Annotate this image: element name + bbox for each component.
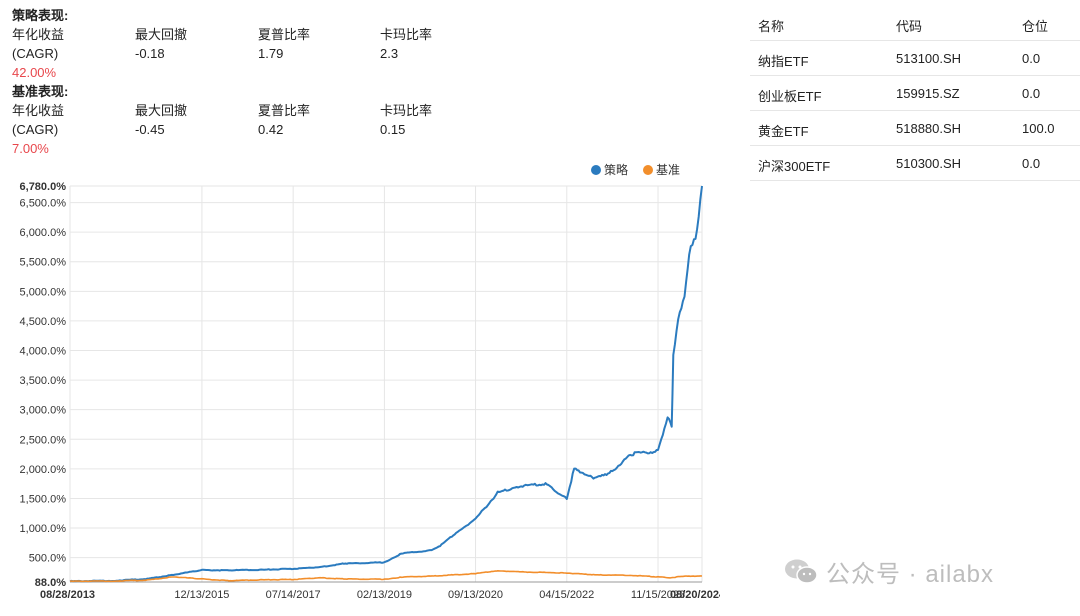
y-tick-label: 3,500.0% xyxy=(20,375,67,387)
grid-layer xyxy=(69,185,703,583)
strategy-calmar-value: 2.3 xyxy=(380,46,399,61)
strategy-drawdown-label: 最大回撤 xyxy=(135,27,188,42)
legend-benchmark-marker xyxy=(643,165,653,175)
holding-name: 沪深300ETF xyxy=(758,159,831,174)
legend-strategy-label: 策略 xyxy=(604,162,628,177)
holdings-header-position: 仓位 xyxy=(1022,19,1049,34)
holdings-header-row: 名称 代码 仓位 xyxy=(750,6,1080,41)
holding-name: 纳指ETF xyxy=(758,54,809,69)
holding-name: 创业板ETF xyxy=(758,89,822,104)
holding-code: 159915.SZ xyxy=(896,86,960,101)
holdings-table: 名称 代码 仓位 纳指ETF 513100.SH 0.0 创业板ETF 1599… xyxy=(750,6,1080,181)
x-tick-label: 08/20/2024 xyxy=(670,589,720,601)
benchmark-calmar-label: 卡玛比率 xyxy=(380,103,433,118)
x-tick-label: 04/15/2022 xyxy=(539,589,594,601)
y-tick-label: 2,500.0% xyxy=(20,434,67,446)
holding-code: 518880.SH xyxy=(896,121,962,136)
y-tick-label: 3,000.0% xyxy=(20,405,67,417)
holding-position: 0.0 xyxy=(1022,156,1041,171)
table-row: 沪深300ETF 510300.SH 0.0 xyxy=(750,146,1080,181)
x-tick-label: 07/14/2017 xyxy=(266,589,321,601)
chart-legend: 策略 基准 xyxy=(591,162,680,177)
y-tick-label: 4,500.0% xyxy=(20,316,67,328)
strategy-labels-row: 年化收益 最大回撤 夏普比率 卡玛比率 xyxy=(12,25,472,44)
holding-code: 513100.SH xyxy=(896,51,962,66)
x-tick-label: 02/13/2019 xyxy=(357,589,412,601)
benchmark-cagr-value: 7.00% xyxy=(12,141,49,156)
x-axis-ticks: 08/28/2013 12/13/2015 07/14/2017 02/13/2019… xyxy=(40,589,720,601)
y-tick-label: 1,500.0% xyxy=(20,493,67,505)
y-tick-label: 1,000.0% xyxy=(20,523,67,535)
metrics-panel: 策略表现: 年化收益 最大回撤 夏普比率 卡玛比率 (CAGR) -0.18 1… xyxy=(12,6,472,158)
holdings-header-name: 名称 xyxy=(758,19,785,34)
y-tick-label: 5,000.0% xyxy=(20,286,67,298)
series-layer xyxy=(69,185,703,583)
holding-position: 100.0 xyxy=(1022,121,1055,136)
benchmark-labels-row: 年化收益 最大回撤 夏普比率 卡玛比率 xyxy=(12,101,472,120)
x-tick-label: 12/13/2015 xyxy=(174,589,229,601)
table-row: 黄金ETF 518880.SH 100.0 xyxy=(750,111,1080,146)
x-tick-label: 08/28/2013 xyxy=(40,589,95,601)
strategy-drawdown-value: -0.18 xyxy=(135,46,165,61)
y-axis-ticks: 88.0% 500.0% 1,000.0% 1,500.0% 2,000.0% 2,500… xyxy=(20,181,67,589)
holding-position: 0.0 xyxy=(1022,86,1041,101)
holding-code: 510300.SH xyxy=(896,156,962,171)
holding-name: 黄金ETF xyxy=(758,124,809,139)
strategy-calmar-label: 卡玛比率 xyxy=(380,27,433,42)
strategy-sharpe-label: 夏普比率 xyxy=(258,27,311,42)
y-tick-label: 4,000.0% xyxy=(20,346,67,358)
y-tick-label: 2,000.0% xyxy=(20,464,67,476)
y-tick-label: 5,500.0% xyxy=(20,257,67,269)
y-tick-label: 6,780.0% xyxy=(20,181,67,193)
strategy-title: 策略表现: xyxy=(12,8,69,23)
strategy-cagr-sub-label: (CAGR) xyxy=(12,46,59,61)
table-row: 纳指ETF 513100.SH 0.0 xyxy=(750,41,1080,76)
y-tick-label: 88.0% xyxy=(35,577,66,589)
strategy-values-row: (CAGR) -0.18 1.79 2.3 xyxy=(12,44,472,63)
table-row: 创业板ETF 159915.SZ 0.0 xyxy=(750,76,1080,111)
x-tick-label: 11/15/2023 xyxy=(631,589,685,601)
benchmark-calmar-value: 0.15 xyxy=(380,122,406,137)
strategy-cagr-value: 42.00% xyxy=(12,65,57,80)
strategy-sharpe-value: 1.79 xyxy=(258,46,284,61)
strategy-series-line xyxy=(69,185,703,583)
benchmark-sharpe-value: 0.42 xyxy=(258,122,284,137)
strategy-cagr-label: 年化收益 xyxy=(12,27,65,42)
benchmark-title: 基准表现: xyxy=(12,84,69,99)
benchmark-values-row: (CAGR) -0.45 0.42 0.15 xyxy=(12,120,472,139)
benchmark-cagr-sub-label: (CAGR) xyxy=(12,122,59,137)
wechat-icon xyxy=(785,559,818,584)
watermark: 公众号 · ailabx xyxy=(784,554,994,589)
benchmark-cagr-label: 年化收益 xyxy=(12,103,65,118)
x-tick-label: 09/13/2020 xyxy=(448,589,503,601)
watermark-text: 公众号 · ailabx xyxy=(826,561,995,588)
holdings-header-code: 代码 xyxy=(896,19,923,34)
benchmark-series-line xyxy=(69,570,703,583)
benchmark-drawdown-value: -0.45 xyxy=(135,122,165,137)
legend-benchmark-label: 基准 xyxy=(656,163,680,177)
benchmark-drawdown-label: 最大回撤 xyxy=(135,103,188,118)
benchmark-sharpe-label: 夏普比率 xyxy=(258,103,311,118)
y-tick-label: 6,000.0% xyxy=(20,227,67,239)
y-tick-label: 500.0% xyxy=(29,553,67,565)
y-tick-label: 6,500.0% xyxy=(20,198,67,210)
legend-strategy-marker xyxy=(591,165,601,175)
holding-position: 0.0 xyxy=(1022,51,1041,66)
equity-curve-chart: 88.0% 500.0% 1,000.0% 1,500.0% 2,000.0% 2,500… xyxy=(20,162,720,601)
